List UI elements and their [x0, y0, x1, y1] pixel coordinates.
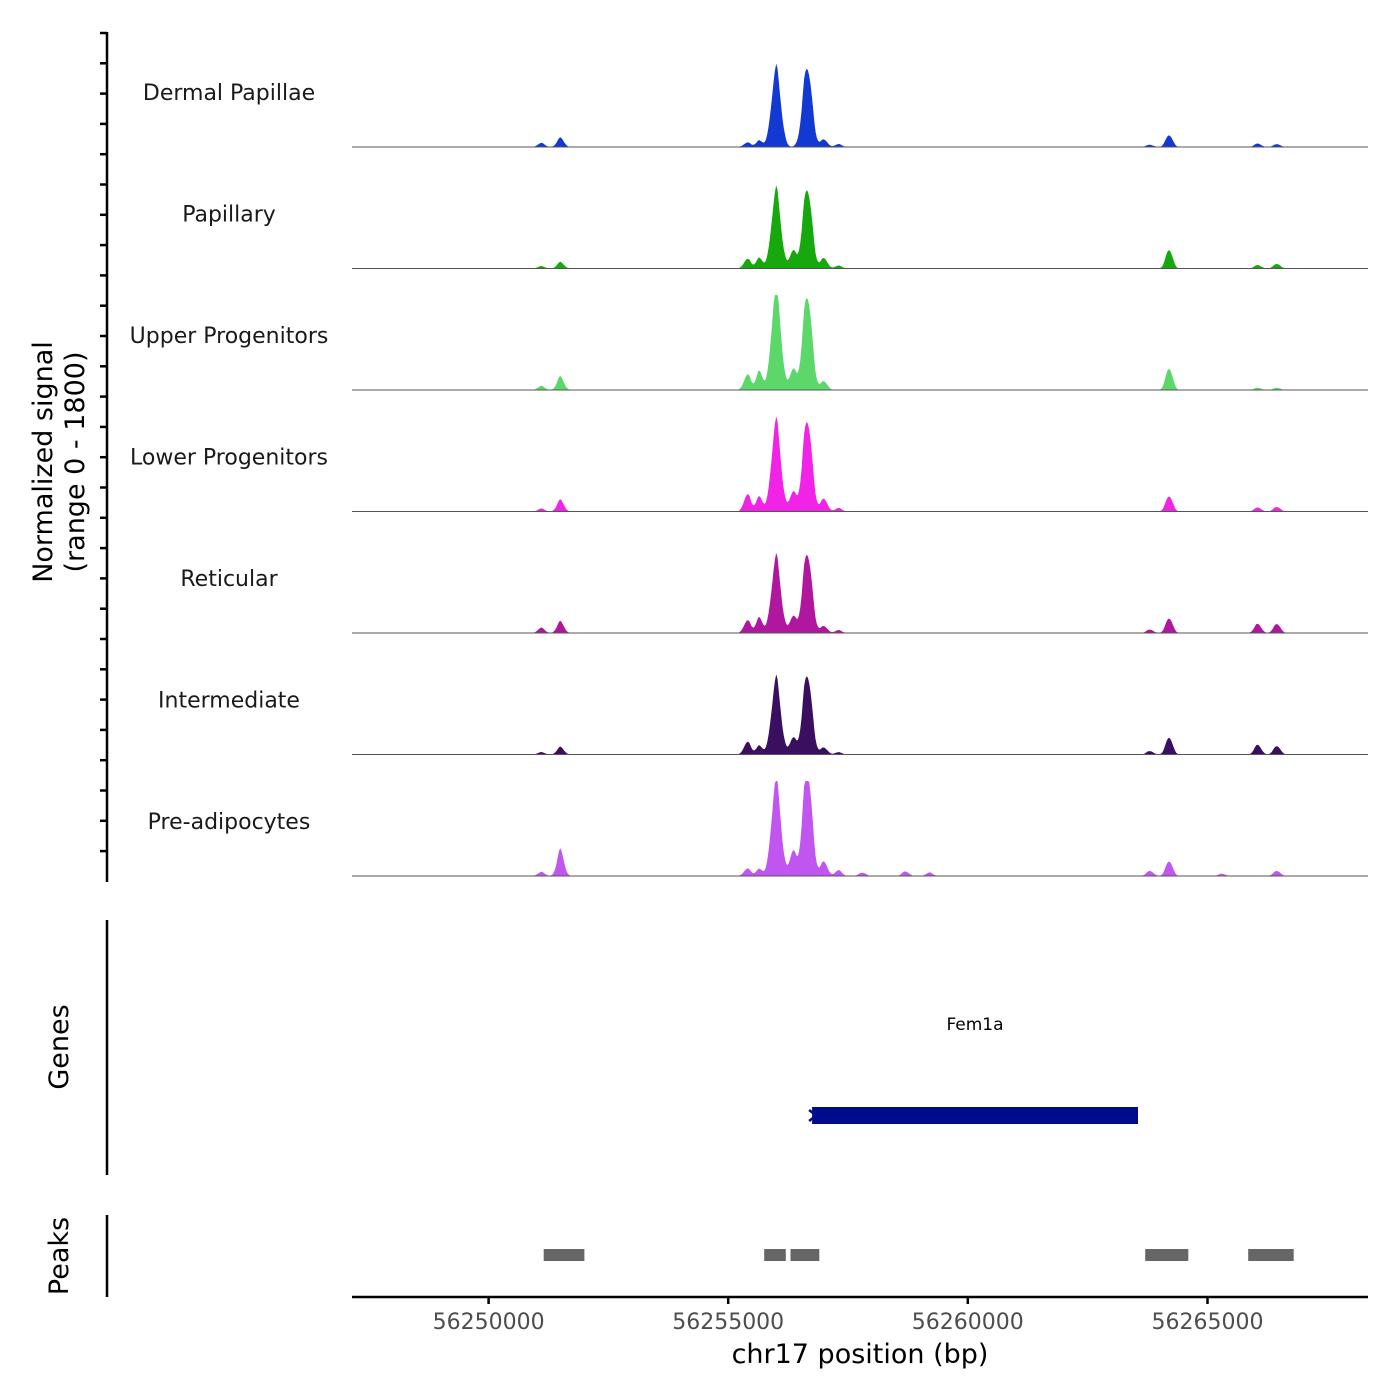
- signal-axis-ticks: [100, 31, 107, 853]
- track-label: Dermal Papillae: [143, 81, 315, 106]
- gene-fem1a: Fem1a: [808, 1015, 1138, 1124]
- x-axis-tick-label: 56255000: [672, 1310, 784, 1335]
- track-label: Pre-adipocytes: [148, 810, 311, 835]
- track-lower-progenitors: Lower Progenitors: [130, 416, 1368, 512]
- x-axis-tick-label: 56260000: [912, 1310, 1024, 1335]
- signal-axis-title-line1: Normalized signal: [28, 341, 59, 583]
- track-label: Reticular: [180, 567, 278, 592]
- peak-region: [1145, 1249, 1189, 1261]
- gene-strand-arrow: [808, 1109, 819, 1122]
- track-signal-area: [352, 674, 1368, 755]
- signal-axis-range: (range 0 - 1800): [60, 352, 91, 573]
- track-signal-area: [352, 295, 1368, 390]
- track-signal-area: [352, 416, 1368, 512]
- x-axis-tick-label: 56250000: [433, 1310, 545, 1335]
- peaks-panel-label: Peaks: [44, 1217, 75, 1295]
- genes-panel-label: Genes: [44, 1004, 75, 1089]
- track-upper-progenitors: Upper Progenitors: [130, 295, 1368, 391]
- track-signal-area: [352, 185, 1368, 269]
- track-pre-adipocytes: Pre-adipocytes: [148, 781, 1368, 877]
- track-intermediate: Intermediate: [158, 674, 1368, 755]
- x-axis-tick-label: 56265000: [1152, 1310, 1264, 1335]
- x-axis-ticks: 56250000 56255000 56260000 56265000: [433, 1297, 1264, 1335]
- peak-track: [543, 1249, 1294, 1261]
- peak-region: [764, 1249, 786, 1261]
- track-signal-area: [352, 552, 1368, 633]
- signal-tracks: Dermal Papillae Papillary Upper Progenitor…: [130, 63, 1368, 877]
- peak-region: [790, 1249, 820, 1261]
- track-papillary: Papillary: [182, 185, 1368, 269]
- x-axis-title: chr17 position (bp): [732, 1339, 989, 1370]
- peak-region: [1248, 1249, 1294, 1261]
- gene-track: Fem1a: [808, 1015, 1138, 1124]
- track-label: Lower Progenitors: [130, 446, 328, 471]
- track-signal-area: [352, 781, 1368, 876]
- track-reticular: Reticular: [180, 552, 1368, 634]
- track-label: Intermediate: [158, 689, 300, 714]
- signal-axis-title: Normalized signal: [28, 341, 59, 583]
- track-dermal-papillae: Dermal Papillae: [143, 63, 1368, 148]
- peak-region: [543, 1249, 585, 1261]
- track-label: Papillary: [182, 203, 276, 228]
- track-label: Upper Progenitors: [130, 324, 329, 349]
- gene-body: [812, 1107, 1138, 1124]
- track-signal-area: [352, 63, 1368, 147]
- gene-label: Fem1a: [946, 1015, 1003, 1035]
